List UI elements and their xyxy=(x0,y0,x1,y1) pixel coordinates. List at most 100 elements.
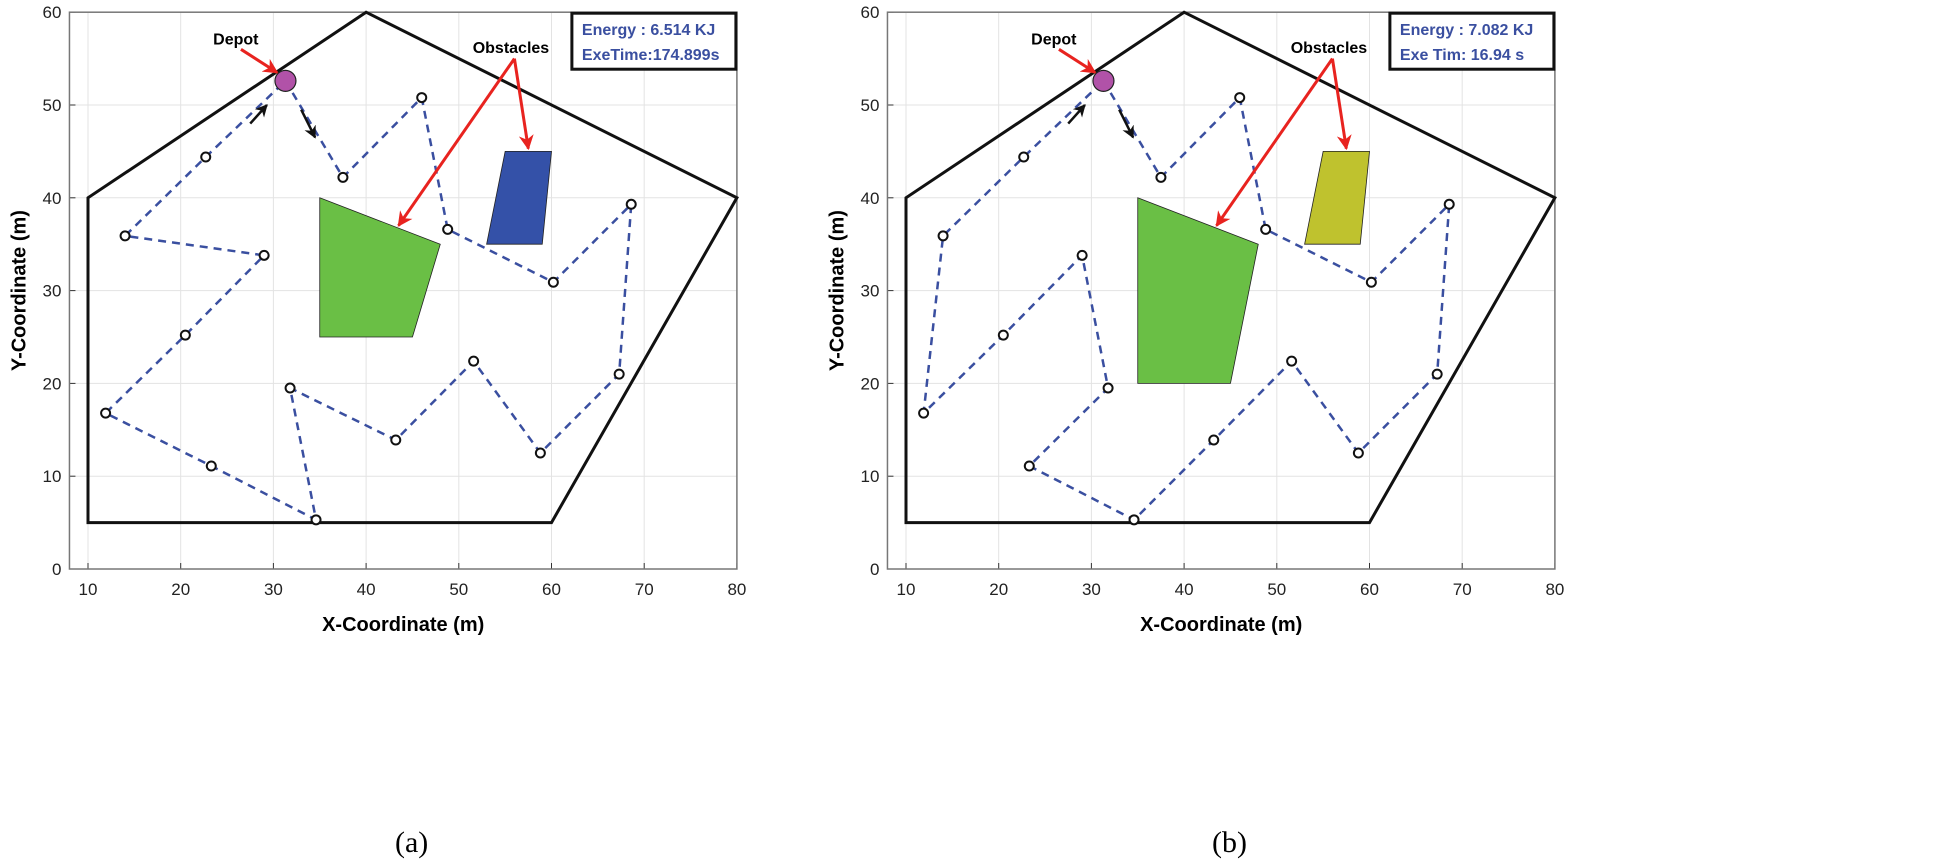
obstacle xyxy=(1137,197,1259,384)
depot-marker xyxy=(1092,69,1115,92)
waypoint xyxy=(390,434,402,446)
chart-a: 10 20 30 40 50 60 70 80 0 10 20 30 40 50 60 X-Coordinat… xyxy=(8,3,746,636)
waypoint xyxy=(1352,447,1364,459)
y-tick-label: 0 xyxy=(52,560,61,579)
waypoint xyxy=(1208,434,1220,446)
waypoint xyxy=(179,329,191,341)
y-tick-label: 30 xyxy=(43,282,62,301)
info-box xyxy=(570,11,738,71)
waypoint xyxy=(1076,249,1088,261)
waypoint xyxy=(337,171,349,183)
waypoint xyxy=(119,230,131,242)
y-tick-label: 60 xyxy=(43,3,62,22)
obstacle-arrow xyxy=(1215,57,1334,227)
waypoint xyxy=(468,355,480,367)
y-tick-label: 20 xyxy=(861,374,880,393)
axes-box xyxy=(68,11,738,570)
depot-arrow xyxy=(1058,48,1097,74)
waypoint xyxy=(625,198,637,210)
waypoint xyxy=(284,382,296,394)
x-tick-label: 50 xyxy=(1267,580,1286,599)
direction-arrow xyxy=(1067,104,1086,125)
y-tick-label: 10 xyxy=(861,467,880,486)
exetime-text: Exe Tim: 16.94 s xyxy=(1400,47,1524,64)
energy-text: Energy : 6.514 KJ xyxy=(582,22,715,39)
x-tick-label: 10 xyxy=(897,580,916,599)
x-axis-label: X-Coordinate (m) xyxy=(322,614,484,636)
x-tick-label: 80 xyxy=(727,580,746,599)
obstacle-arrow xyxy=(512,58,534,151)
waypoint xyxy=(1365,276,1377,288)
waypoint xyxy=(534,447,546,459)
y-tick-label: 40 xyxy=(861,189,880,208)
waypoint xyxy=(205,460,217,472)
waypoint xyxy=(1443,198,1455,210)
waypoint xyxy=(1155,171,1167,183)
waypoint xyxy=(416,92,428,104)
x-tick-label: 20 xyxy=(171,580,190,599)
x-tick-label: 30 xyxy=(1082,580,1101,599)
waypoint xyxy=(100,407,112,419)
waypoint xyxy=(442,223,454,235)
waypoint xyxy=(613,368,625,380)
waypoint xyxy=(1234,92,1246,104)
obstacle xyxy=(319,197,441,338)
obstacle xyxy=(1304,150,1370,245)
energy-text: Energy : 7.082 KJ xyxy=(1400,22,1533,39)
chart-b: 10 20 30 40 50 60 70 80 0 10 20 30 40 50 60 X-Coordinat… xyxy=(826,3,1564,636)
waypoint xyxy=(918,407,930,419)
waypoint xyxy=(997,329,1009,341)
y-tick-label: 10 xyxy=(43,467,62,486)
waypoint xyxy=(258,249,270,261)
y-tick-label: 50 xyxy=(861,96,880,115)
waypoint xyxy=(1286,355,1298,367)
waypoint xyxy=(1018,151,1030,163)
x-tick-label: 40 xyxy=(357,580,376,599)
obstacles-label: Obstacles xyxy=(1291,40,1368,57)
boundary-polygon xyxy=(86,10,739,525)
waypoint xyxy=(1128,514,1140,526)
exetime-text: ExeTime:174.899s xyxy=(582,47,720,64)
x-tick-label: 40 xyxy=(1175,580,1194,599)
x-tick-label: 60 xyxy=(542,580,561,599)
waypoint xyxy=(547,276,559,288)
y-tick-label: 20 xyxy=(43,374,62,393)
waypoint xyxy=(1023,460,1035,472)
y-tick-label: 0 xyxy=(870,560,879,579)
y-tick-label: 40 xyxy=(43,189,62,208)
info-box xyxy=(1388,11,1556,71)
waypoint xyxy=(1102,382,1114,394)
x-tick-label: 50 xyxy=(449,580,468,599)
direction-arrow xyxy=(249,104,268,125)
y-tick-label: 60 xyxy=(861,3,880,22)
x-tick-label: 10 xyxy=(79,580,98,599)
waypoint xyxy=(200,151,212,163)
obstacle-arrow xyxy=(397,57,516,227)
axes-box xyxy=(886,11,1556,570)
x-tick-label: 70 xyxy=(1453,580,1472,599)
direction-arrow xyxy=(300,109,317,139)
x-tick-label: 60 xyxy=(1360,580,1379,599)
depot-arrow xyxy=(240,48,279,74)
waypoint xyxy=(1260,223,1272,235)
x-tick-label: 30 xyxy=(264,580,283,599)
x-tick-label: 80 xyxy=(1545,580,1564,599)
x-tick-label: 20 xyxy=(989,580,1008,599)
y-axis-label: Y-Coordinate (m) xyxy=(8,210,30,371)
y-tick-label: 50 xyxy=(43,96,62,115)
caption-b: (b) xyxy=(1212,826,1247,859)
depot-label: Depot xyxy=(1031,32,1077,49)
depot-label: Depot xyxy=(213,32,259,49)
obstacles-label: Obstacles xyxy=(473,40,550,57)
x-tick-label: 70 xyxy=(635,580,654,599)
x-axis-label: X-Coordinate (m) xyxy=(1140,614,1302,636)
y-tick-label: 30 xyxy=(861,282,880,301)
y-axis-label: Y-Coordinate (m) xyxy=(826,210,848,371)
obstacle xyxy=(486,150,552,245)
caption-a: (a) xyxy=(395,826,429,859)
waypoint xyxy=(937,230,949,242)
obstacle-arrow xyxy=(1330,58,1352,151)
direction-arrow xyxy=(1118,109,1135,139)
boundary-polygon xyxy=(904,10,1557,525)
